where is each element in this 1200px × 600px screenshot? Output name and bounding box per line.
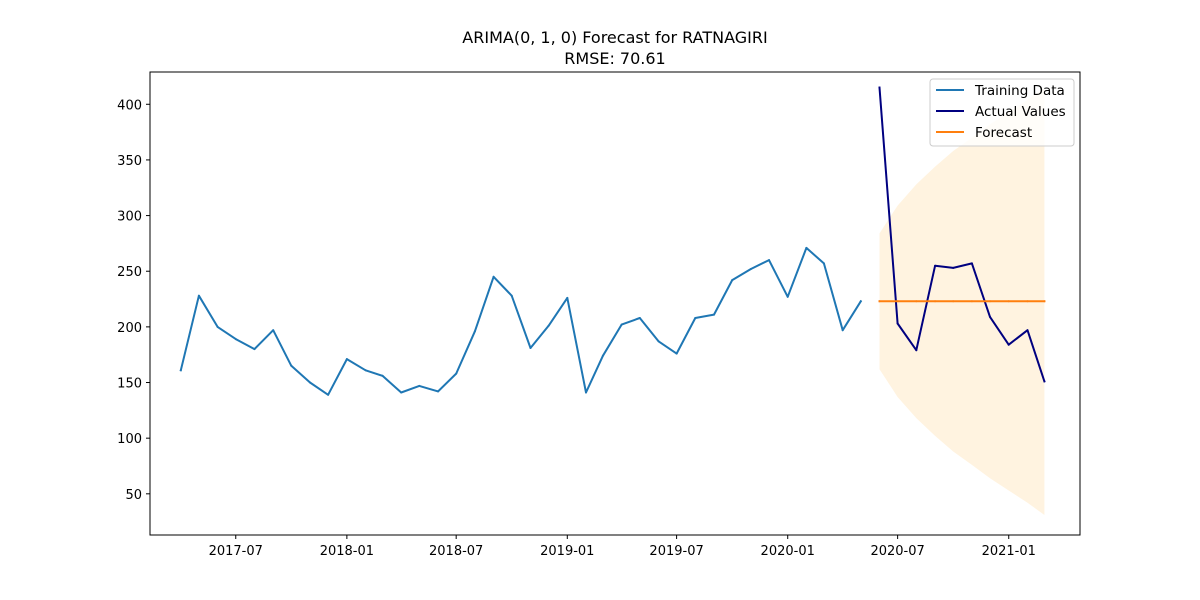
data-point-training-data bbox=[566, 296, 569, 299]
data-point-actual-values bbox=[915, 349, 918, 352]
y-tick-label: 300 bbox=[117, 210, 142, 225]
x-tick-label: 2017-07 bbox=[209, 544, 263, 559]
data-point-training-data bbox=[731, 279, 734, 282]
data-point-training-data bbox=[713, 313, 715, 316]
data-point-training-data bbox=[400, 391, 403, 394]
x-tick-label: 2020-01 bbox=[761, 544, 815, 559]
data-point-forecast bbox=[1007, 300, 1010, 303]
y-tick-label: 350 bbox=[117, 154, 142, 169]
data-point-actual-values bbox=[989, 315, 991, 318]
data-point-forecast bbox=[970, 300, 973, 303]
data-point-training-data bbox=[749, 268, 752, 270]
data-point-training-data bbox=[694, 317, 697, 319]
data-point-training-data bbox=[601, 354, 604, 357]
legend-box bbox=[929, 78, 1075, 147]
x-tick-label: 2019-01 bbox=[540, 544, 594, 559]
data-point-actual-values bbox=[970, 262, 973, 265]
data-point-training-data bbox=[216, 325, 219, 328]
data-point-training-data bbox=[805, 246, 808, 249]
legend-label-training: Training Data bbox=[974, 83, 1065, 99]
data-point-training-data bbox=[345, 358, 348, 361]
data-point-actual-values bbox=[952, 266, 955, 269]
data-point-training-data bbox=[529, 347, 532, 349]
data-point-training-data bbox=[657, 340, 660, 343]
x-tick-label: 2021-01 bbox=[982, 544, 1036, 559]
y-tick-label: 150 bbox=[117, 377, 142, 392]
legend-label-actual: Actual Values bbox=[975, 104, 1066, 120]
data-point-forecast bbox=[896, 300, 899, 303]
data-point-actual-values bbox=[1026, 329, 1029, 332]
data-point-actual-values bbox=[1043, 380, 1046, 383]
data-point-training-data bbox=[585, 391, 587, 394]
x-tick-label: 2018-01 bbox=[320, 544, 374, 559]
data-point-training-data bbox=[620, 323, 623, 326]
data-point-training-data bbox=[473, 330, 476, 333]
data-point-actual-values bbox=[1007, 343, 1010, 346]
data-point-training-data bbox=[786, 295, 789, 298]
data-point-training-data bbox=[547, 324, 550, 327]
data-point-training-data bbox=[437, 390, 440, 393]
data-point-forecast bbox=[934, 300, 937, 303]
data-point-training-data bbox=[859, 300, 862, 303]
data-point-actual-values bbox=[896, 322, 899, 325]
data-point-training-data bbox=[675, 352, 678, 355]
data-point-training-data bbox=[510, 294, 513, 297]
data-point-training-data bbox=[179, 369, 182, 372]
data-point-forecast bbox=[1043, 300, 1046, 303]
data-point-forecast bbox=[915, 300, 918, 303]
data-point-training-data bbox=[327, 393, 330, 396]
data-point-forecast bbox=[952, 300, 955, 303]
data-point-training-data bbox=[234, 338, 237, 341]
data-point-training-data bbox=[768, 259, 770, 262]
series-line-training-data bbox=[179, 246, 863, 396]
data-point-training-data bbox=[290, 364, 293, 367]
legend: Training Data Actual Values Forecast bbox=[929, 78, 1075, 147]
data-point-training-data bbox=[822, 262, 825, 265]
y-tick-label: 100 bbox=[117, 432, 142, 447]
y-tick-label: 250 bbox=[117, 265, 142, 280]
x-tick-label: 2020-07 bbox=[870, 544, 924, 559]
x-tick-label: 2019-07 bbox=[649, 544, 703, 559]
data-point-training-data bbox=[455, 372, 458, 375]
data-point-forecast bbox=[1026, 300, 1029, 303]
data-point-forecast bbox=[878, 300, 881, 303]
data-point-training-data bbox=[492, 275, 495, 278]
chart-title: ARIMA(0, 1, 0) Forecast for RATNAGIRI bbox=[462, 28, 767, 47]
data-point-training-data bbox=[381, 374, 384, 377]
plot-frame bbox=[149, 71, 1081, 536]
chart-subtitle: RMSE: 70.61 bbox=[564, 49, 665, 68]
data-point-actual-values bbox=[878, 86, 881, 89]
data-point-training-data bbox=[197, 294, 200, 297]
data-point-training-data bbox=[309, 381, 311, 384]
data-point-forecast bbox=[989, 300, 991, 303]
y-tick-label: 200 bbox=[117, 321, 142, 336]
y-tick-label: 400 bbox=[117, 98, 142, 113]
x-tick-label: 2018-07 bbox=[429, 544, 483, 559]
data-point-training-data bbox=[841, 329, 844, 332]
y-tick-label: 50 bbox=[125, 488, 142, 503]
data-point-training-data bbox=[253, 348, 256, 351]
data-point-training-data bbox=[418, 384, 421, 387]
series-line-actual-values bbox=[878, 86, 1046, 383]
data-point-training-data bbox=[638, 317, 641, 319]
data-point-training-data bbox=[272, 329, 275, 332]
data-point-actual-values bbox=[934, 264, 937, 267]
data-point-training-data bbox=[364, 369, 367, 372]
legend-label-forecast: Forecast bbox=[975, 125, 1032, 141]
